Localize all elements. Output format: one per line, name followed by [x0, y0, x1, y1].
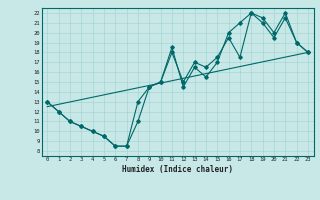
X-axis label: Humidex (Indice chaleur): Humidex (Indice chaleur) — [122, 165, 233, 174]
